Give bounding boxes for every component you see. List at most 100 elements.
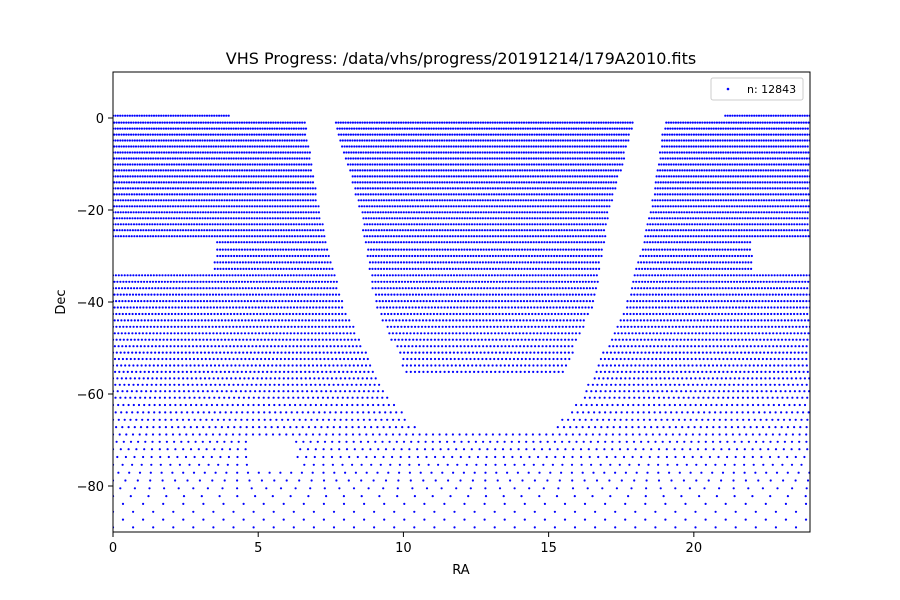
data-point <box>460 121 463 124</box>
data-point <box>582 181 585 184</box>
data-point <box>804 193 808 196</box>
data-point <box>229 235 232 238</box>
data-point <box>423 151 426 154</box>
data-point <box>156 133 159 136</box>
data-point <box>442 217 446 220</box>
data-point <box>798 223 801 226</box>
data-point <box>511 169 514 172</box>
data-point <box>268 205 272 208</box>
data-point <box>441 187 444 190</box>
data-point <box>292 211 295 214</box>
data-point <box>262 175 265 178</box>
data-point <box>705 151 708 154</box>
data-point <box>566 187 569 190</box>
data-point <box>309 181 312 184</box>
data-point <box>612 121 615 124</box>
data-point <box>457 205 460 208</box>
data-point <box>230 139 233 142</box>
data-point <box>352 151 355 154</box>
data-point <box>247 181 250 184</box>
data-point <box>386 181 389 184</box>
data-point <box>446 235 449 238</box>
data-point <box>544 157 548 160</box>
data-point <box>415 163 418 166</box>
data-point <box>745 199 748 202</box>
data-point <box>696 181 700 184</box>
data-point <box>390 121 393 124</box>
data-point <box>361 187 364 190</box>
data-point <box>304 151 307 154</box>
data-point <box>621 163 624 166</box>
data-point <box>232 229 235 232</box>
data-point <box>701 121 704 124</box>
data-point <box>144 121 147 124</box>
data-point <box>588 151 591 154</box>
data-point <box>365 127 368 130</box>
data-point <box>312 175 315 178</box>
data-point <box>606 187 609 190</box>
data-point <box>755 211 758 214</box>
data-point <box>123 193 126 196</box>
data-point <box>419 187 422 190</box>
data-point <box>459 235 462 238</box>
data-point <box>391 127 394 130</box>
data-point <box>555 193 559 196</box>
data-point <box>590 205 593 208</box>
data-point <box>491 223 495 226</box>
data-point <box>145 139 148 142</box>
data-point <box>571 229 574 232</box>
data-point <box>784 187 787 190</box>
data-point <box>586 151 589 154</box>
data-point <box>705 127 708 130</box>
data-point <box>374 181 377 184</box>
data-point <box>571 175 574 178</box>
data-point <box>672 223 675 226</box>
data-point <box>402 133 406 136</box>
data-point <box>281 139 284 142</box>
data-point <box>691 157 694 160</box>
data-point <box>353 139 356 142</box>
data-point <box>789 205 792 208</box>
data-point <box>304 205 307 208</box>
data-point <box>116 114 119 117</box>
data-point <box>624 145 627 148</box>
data-point <box>605 157 609 160</box>
data-point <box>279 217 282 220</box>
data-point <box>363 121 366 124</box>
data-point <box>300 139 303 142</box>
data-point <box>452 175 456 178</box>
data-point <box>654 223 657 226</box>
data-point <box>197 229 201 232</box>
data-point <box>497 235 500 238</box>
data-point <box>119 223 122 226</box>
data-point <box>431 199 434 202</box>
data-point <box>656 205 660 208</box>
data-point <box>570 169 573 172</box>
data-point <box>418 211 421 214</box>
data-point <box>454 187 457 190</box>
data-point <box>144 133 147 136</box>
data-point <box>523 139 526 142</box>
data-point <box>661 193 664 196</box>
data-point <box>518 217 521 220</box>
data-point <box>498 121 501 124</box>
data-point <box>134 145 138 148</box>
data-point <box>147 169 150 172</box>
data-point <box>496 139 499 142</box>
data-point <box>515 229 518 232</box>
data-point <box>142 229 145 232</box>
data-point <box>722 229 725 232</box>
data-point <box>736 163 739 166</box>
data-point <box>744 121 747 124</box>
data-point <box>539 175 542 178</box>
data-point <box>654 211 658 214</box>
data-point <box>469 199 472 202</box>
data-point <box>301 151 304 154</box>
data-point <box>283 163 286 166</box>
data-point <box>793 229 796 232</box>
data-point <box>233 199 236 202</box>
data-point <box>748 151 752 154</box>
data-point <box>607 139 611 142</box>
data-point <box>334 121 338 124</box>
data-point <box>773 121 776 124</box>
